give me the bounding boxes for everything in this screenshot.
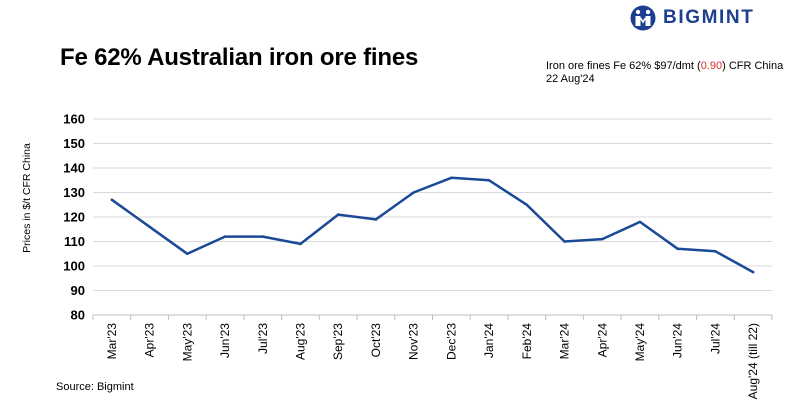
x-tick-label: Jun'24	[671, 323, 685, 358]
y-tick-label: 150	[63, 136, 85, 151]
y-tick-label: 160	[63, 112, 85, 127]
data-point	[563, 240, 566, 243]
x-tick-label: Apr'24	[595, 323, 609, 358]
data-point	[374, 218, 378, 221]
data-point	[600, 237, 604, 241]
data-point	[487, 178, 491, 182]
bigmint-logo-icon	[630, 5, 656, 31]
price-change-value: 0.90	[700, 60, 723, 72]
y-tick-label: 130	[63, 185, 85, 200]
x-tick-label: Mar'24	[558, 323, 572, 360]
bigmint-logo: BIGMINT	[629, 5, 754, 31]
y-tick-label: 120	[63, 210, 85, 225]
x-tick-label: Jul'24	[708, 323, 722, 354]
data-point	[412, 191, 415, 194]
y-tick-label: 100	[63, 259, 85, 274]
data-point	[186, 252, 189, 256]
series-line	[110, 176, 755, 274]
x-tick-label: Aug'23	[293, 323, 307, 360]
data-point	[336, 213, 340, 216]
data-point	[751, 270, 755, 274]
brand-name: BIGMINT	[663, 7, 755, 28]
x-tick-label: Oct'23	[369, 323, 383, 358]
data-point	[110, 198, 114, 202]
y-tick-label: 140	[63, 161, 85, 176]
x-tick-label: Jan'24	[482, 323, 496, 358]
price-summary-suffix: ) CFR China 22 Aug'24	[546, 60, 784, 85]
data-point	[261, 235, 265, 238]
y-tick-label: 90	[71, 283, 85, 298]
x-tick-label: Dec'23	[444, 323, 458, 360]
data-point	[638, 220, 642, 224]
x-tick-label: May'23	[180, 323, 194, 362]
data-point	[223, 235, 227, 238]
x-tick-label: Nov'23	[407, 323, 421, 360]
x-tick-label: Apr'23	[143, 323, 157, 358]
x-tick-label: Jul'23	[256, 323, 270, 354]
x-tick-label: Aug'24 (till 22)	[746, 323, 760, 399]
x-tick-label: Jun'23	[218, 323, 232, 358]
chart-title: Fe 62% Australian iron ore fines	[60, 44, 419, 71]
source-note: Source: Bigmint	[56, 381, 134, 393]
data-point	[450, 176, 453, 180]
y-tick-label: 110	[64, 234, 85, 249]
data-point	[525, 203, 529, 207]
x-tick-label: Sep'23	[331, 323, 345, 360]
x-tick-label: Feb'24	[520, 323, 534, 360]
data-point	[299, 242, 302, 246]
price-summary: Iron ore fines Fe 62% $97/dmt (0.90) CFR…	[546, 60, 786, 86]
x-tick-label: May'24	[633, 323, 647, 362]
x-tick-label: Mar'23	[105, 323, 119, 360]
data-point	[714, 250, 717, 253]
price-summary-prefix: Iron ore fines Fe 62% $97/dmt (	[546, 60, 701, 72]
data-point	[148, 225, 151, 229]
data-point	[676, 247, 679, 251]
y-tick-label: 80	[71, 308, 85, 323]
